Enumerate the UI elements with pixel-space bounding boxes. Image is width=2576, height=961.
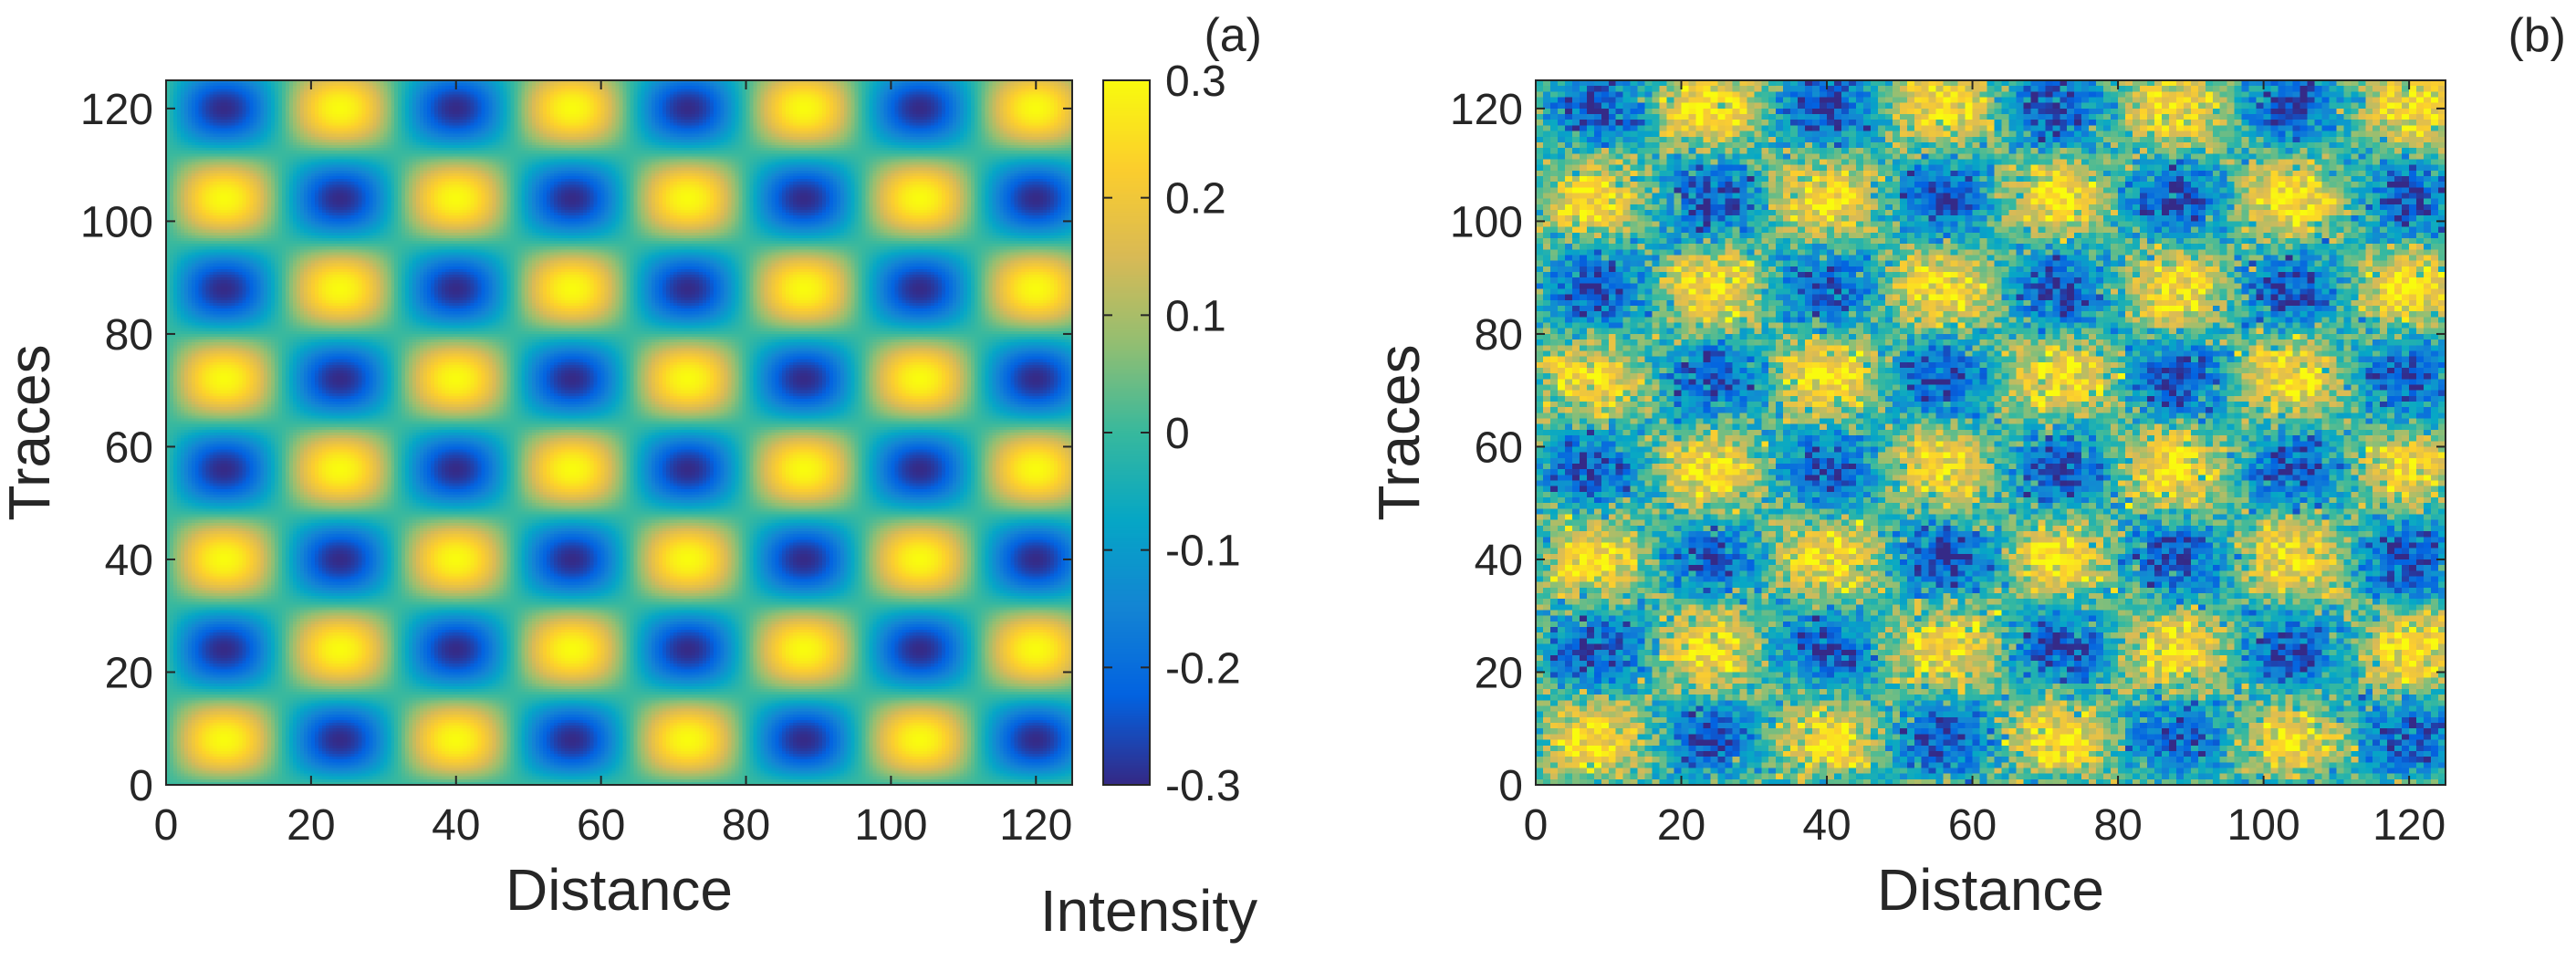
y-tick-label: 60 — [1475, 423, 1523, 472]
panel-label-a: (a) — [1204, 9, 1262, 62]
x-tick-label: 80 — [2093, 801, 2142, 850]
y-tick-label: 80 — [1475, 311, 1523, 360]
y-tick-label: 40 — [105, 537, 153, 585]
colorbar-tick-label: 0.1 — [1165, 292, 1226, 340]
colorbar-tick-label: -0.3 — [1165, 762, 1241, 810]
x-tick-label: 40 — [432, 801, 480, 850]
y-tick-label: 20 — [1475, 649, 1523, 697]
y-ticks-b: 0 20 40 60 80 100 120 — [1450, 86, 2446, 810]
colorbar-tick-label: 0.2 — [1165, 175, 1226, 224]
x-tick-label: 0 — [1524, 801, 1549, 850]
plot-frame-a — [165, 79, 1073, 786]
colorbar-tick-label: 0.3 — [1165, 57, 1226, 106]
y-tick-label: 100 — [1450, 198, 1523, 246]
y-axis-title-a: Traces — [0, 344, 62, 520]
y-tick-label: 0 — [1498, 762, 1523, 810]
x-axis-title-b: Distance — [1877, 857, 2104, 923]
heatmap-b — [1536, 80, 2446, 785]
panel-label-b: (b) — [2508, 9, 2566, 62]
x-axis-title-a: Distance — [506, 857, 733, 923]
x-tick-label: 120 — [2373, 801, 2446, 850]
panel-a: 0 20 40 60 80 100 120 0 20 40 60 80 100 120 Distance… — [0, 9, 1262, 944]
x-tick-label: 0 — [154, 801, 179, 850]
y-tick-label: 40 — [1475, 537, 1523, 585]
colorbar-tick-label: -0.1 — [1165, 528, 1241, 576]
x-tick-label: 80 — [722, 801, 770, 850]
x-tick-label: 60 — [577, 801, 625, 850]
y-tick-label: 120 — [80, 86, 153, 134]
x-tick-label: 20 — [287, 801, 335, 850]
panel-b: 0 20 40 60 80 100 120 0 20 40 60 80 100 120 Distance… — [1366, 9, 2566, 923]
x-tick-label: 100 — [854, 801, 927, 850]
y-axis-title-b: Traces — [1366, 344, 1432, 520]
x-tick-label: 60 — [1948, 801, 1997, 850]
heatmap-a — [166, 80, 1072, 785]
x-ticks-b: 0 20 40 60 80 100 120 — [1524, 80, 2446, 850]
plot-frame-b — [1535, 79, 2446, 786]
colorbar-ticks-a: 0.3 0.2 0.1 0 -0.1 -0.2 -0.3 — [1103, 57, 1241, 810]
x-tick-label: 120 — [999, 801, 1072, 850]
x-tick-label: 20 — [1657, 801, 1705, 850]
colorbar-title-a: Intensity — [1040, 878, 1257, 944]
colorbar-tick-label: 0 — [1165, 410, 1190, 458]
y-tick-label: 80 — [105, 311, 153, 360]
y-tick-label: 120 — [1450, 86, 1523, 134]
y-tick-label: 0 — [129, 762, 153, 810]
y-ticks-a: 0 20 40 60 80 100 120 — [80, 86, 1072, 810]
x-tick-label: 40 — [1802, 801, 1851, 850]
x-ticks-a: 0 20 40 60 80 100 120 — [154, 80, 1072, 850]
colorbar-tick-label: -0.2 — [1165, 644, 1241, 693]
y-tick-label: 20 — [105, 649, 153, 697]
y-tick-label: 100 — [80, 198, 153, 246]
x-tick-label: 100 — [2227, 801, 2300, 850]
y-tick-label: 60 — [105, 423, 153, 472]
